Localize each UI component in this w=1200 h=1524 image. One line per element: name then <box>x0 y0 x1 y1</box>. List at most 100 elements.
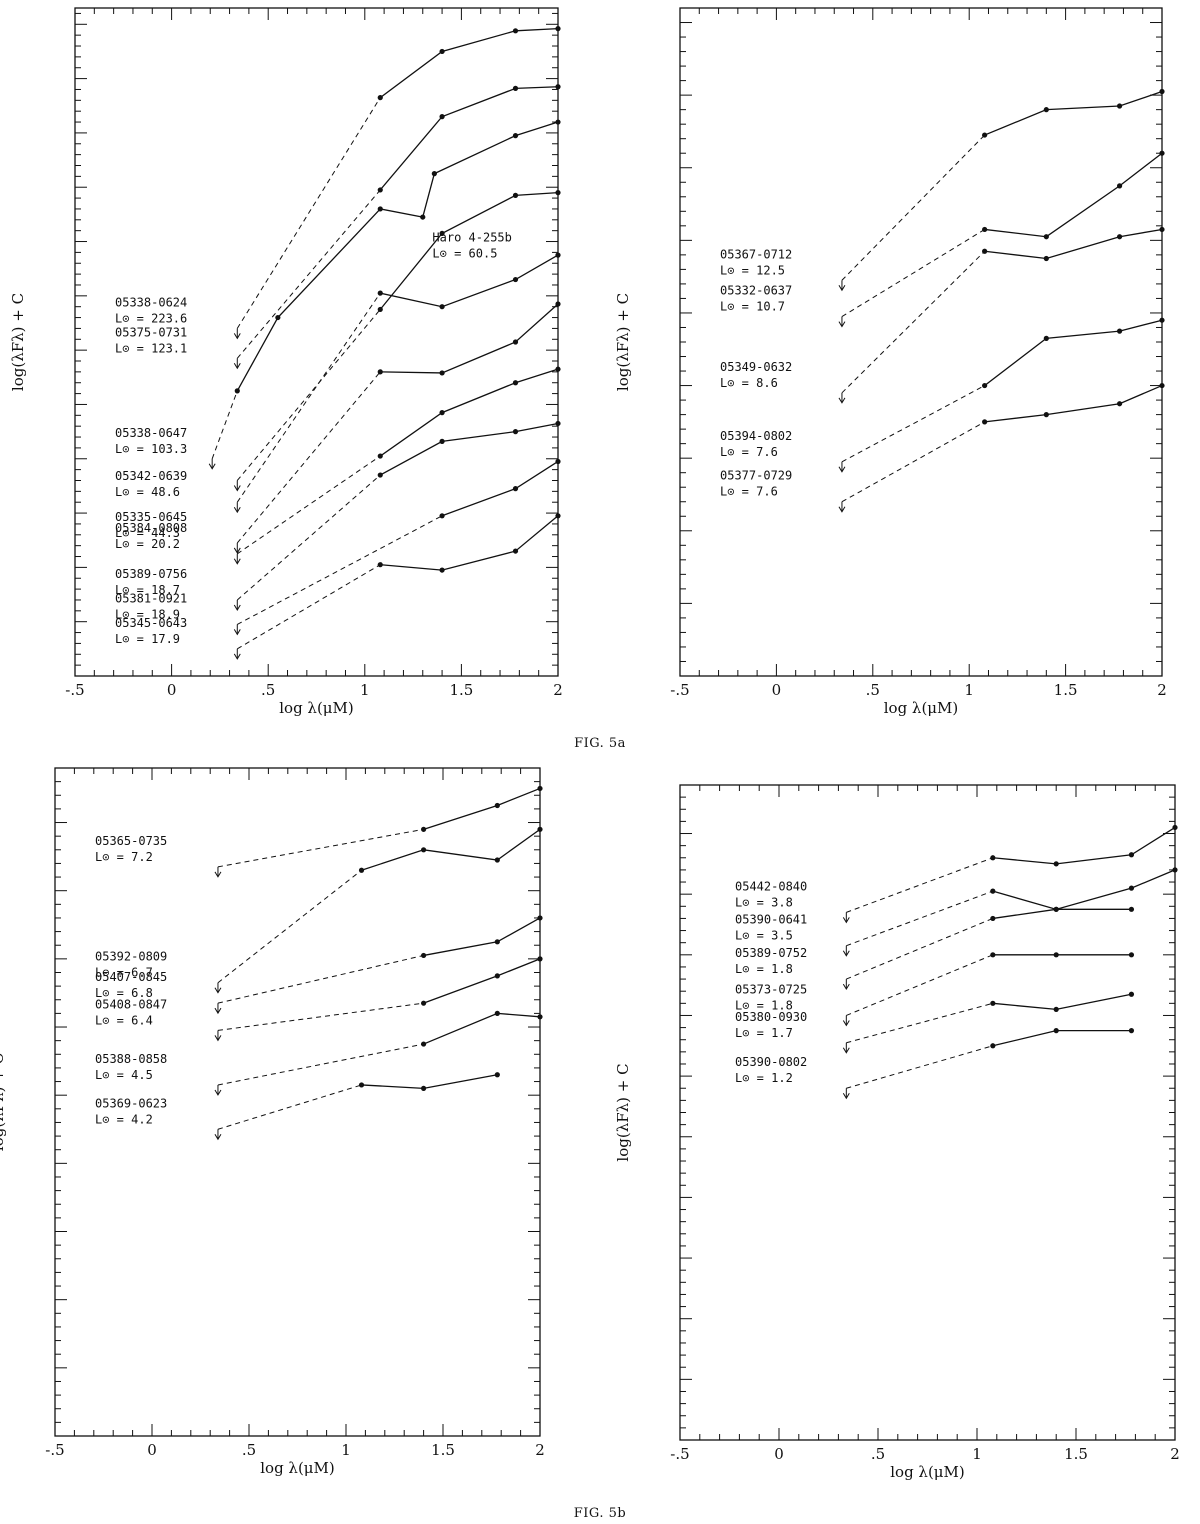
upper-limit-arrowhead <box>214 1134 222 1141</box>
data-point <box>512 380 519 386</box>
series-line <box>379 27 559 99</box>
source-name-label: 05335-0645 <box>115 510 187 524</box>
series-line <box>992 908 1132 920</box>
plot-frame <box>74 7 559 677</box>
x-tick-label: 2 <box>1170 1445 1180 1463</box>
source-name-label: 05389-0756 <box>115 567 187 581</box>
series-05389-0756: 05389-0756 L⊙ = 18.7 <box>115 420 561 611</box>
upper-limit-connector <box>237 564 381 650</box>
source-luminosity-label: L⊙ = 44.3 <box>115 526 180 540</box>
data-point <box>421 952 427 959</box>
x-tick-label: .5 <box>261 681 275 699</box>
data-point <box>439 230 445 236</box>
y-axis-label: log(λFλ) + C <box>9 293 27 391</box>
source-name-label: 05390-0802 <box>735 1055 807 1069</box>
upper-limit-arrowhead <box>842 983 850 991</box>
data-point <box>1043 412 1049 418</box>
series-05394-0802: 05394-0802 L⊙ = 7.6 <box>720 317 1165 473</box>
source-name-label: 05342-0639 <box>115 469 187 483</box>
data-point <box>990 915 996 922</box>
series-line <box>992 1029 1132 1047</box>
upper-limit-connector <box>237 455 381 555</box>
upper-limit-arrowhead <box>233 333 241 340</box>
data-point <box>512 28 519 34</box>
data-point <box>537 785 543 792</box>
y-axis-label: log(λFλ) + C <box>614 1063 632 1161</box>
source-luminosity-label: L⊙ = 10.7 <box>720 300 785 314</box>
upper-limit-arrowhead <box>842 950 850 957</box>
data-point <box>1159 317 1165 323</box>
source-luminosity-label: L⊙ = 1.2 <box>735 1071 793 1085</box>
series-05384-0808: 05384-0808 L⊙ = 20.2 <box>115 366 561 565</box>
source-luminosity-label: L⊙ = 18.9 <box>115 607 180 621</box>
source-luminosity-label: L⊙ = 18.7 <box>115 583 180 597</box>
data-point <box>990 888 996 894</box>
data-point <box>439 48 445 55</box>
upper-limit-arrowhead <box>233 485 241 492</box>
x-tick-label: 2 <box>553 681 563 699</box>
series-line <box>984 152 1163 238</box>
upper-limit-connector <box>217 1084 362 1130</box>
upper-limit-connector <box>217 1043 424 1086</box>
data-point <box>1128 852 1135 858</box>
source-luminosity-label: L⊙ = 48.6 <box>115 485 180 499</box>
data-point <box>1116 183 1123 189</box>
source-luminosity-label: L⊙ = 6.4 <box>95 1013 153 1027</box>
data-point <box>990 1043 996 1049</box>
upper-limit-connector <box>236 189 381 359</box>
data-point <box>439 114 445 120</box>
upper-limit-connector <box>841 134 985 281</box>
data-point <box>439 513 445 519</box>
data-point <box>1053 906 1059 912</box>
upper-limit-arrowhead <box>838 397 846 404</box>
upper-limit-arrowhead <box>233 558 241 565</box>
series-line <box>992 993 1132 1011</box>
data-point <box>1116 401 1123 407</box>
source-name-label: 05380-0930 <box>735 1010 807 1024</box>
upper-limit-arrowhead <box>842 917 850 924</box>
data-point <box>982 382 988 389</box>
upper-limit-connector <box>237 515 443 625</box>
data-point <box>439 567 445 573</box>
series-05375-0731: 05375-0731 L⊙ = 123.1 <box>115 84 561 370</box>
data-point <box>275 314 281 321</box>
upper-limit-arrowhead <box>842 1092 850 1100</box>
x-tick-label: 2 <box>535 1441 545 1459</box>
data-point <box>377 187 383 193</box>
data-point <box>377 95 383 101</box>
data-point <box>512 133 519 139</box>
x-tick-label: 0 <box>167 681 177 699</box>
data-point <box>421 1000 427 1006</box>
upper-limit-arrowhead <box>842 1020 850 1027</box>
series-line <box>984 228 1163 260</box>
source-name-label: 05389-0752 <box>735 946 807 960</box>
source-luminosity-label: L⊙ = 3.5 <box>735 929 793 943</box>
data-point <box>377 453 383 459</box>
data-point <box>439 410 445 416</box>
series-line <box>379 86 559 191</box>
data-point <box>1116 328 1123 334</box>
data-point <box>1172 824 1178 831</box>
series-line <box>423 917 541 957</box>
y-axis-label: log(λFλ) + C <box>614 293 632 391</box>
upper-limit-connector <box>217 954 424 1004</box>
x-tick-label: 1.5 <box>431 1441 455 1459</box>
upper-limit-connector <box>236 371 381 544</box>
data-point <box>555 84 561 90</box>
upper-limit-arrowhead <box>214 1007 222 1015</box>
data-point <box>537 1014 543 1020</box>
data-point <box>377 369 383 375</box>
plot-frame <box>679 7 1163 677</box>
data-point <box>1043 107 1049 113</box>
data-point <box>1128 906 1135 912</box>
series-05373-0725: 05373-0725 L⊙ = 1.8 <box>735 952 1135 1027</box>
source-name-label: 05390-0641 <box>735 913 807 927</box>
upper-limit-connector <box>846 1002 993 1044</box>
series-line <box>423 1012 541 1045</box>
upper-limit-connector <box>217 828 424 868</box>
data-point <box>1053 861 1059 867</box>
data-point <box>494 1010 500 1016</box>
upper-limit-arrowhead <box>208 463 216 470</box>
upper-limit-arrowhead <box>838 506 846 513</box>
